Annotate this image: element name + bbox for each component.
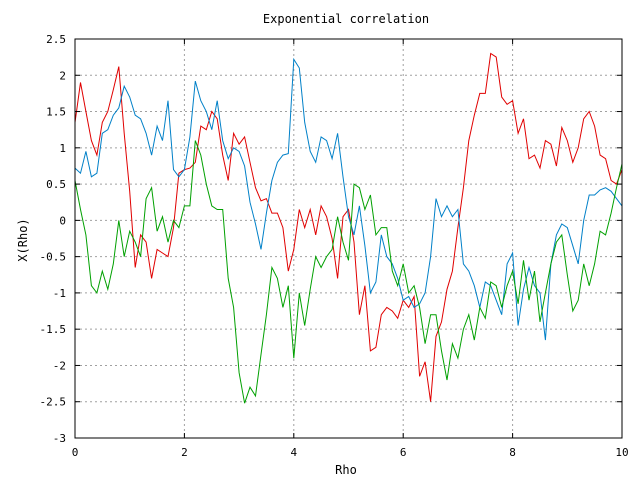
x-tick-label: 0 [72,446,79,459]
y-tick-label: -2.5 [40,396,67,409]
y-tick-label: -2 [53,359,66,372]
y-tick-label: 1 [59,142,66,155]
x-tick-label: 2 [181,446,188,459]
y-tick-label: 1.5 [46,106,66,119]
x-tick-label: 6 [400,446,407,459]
plot-frame [74,38,623,439]
series-line-2 [74,57,623,341]
y-tick-label: 0 [59,214,66,227]
x-axis-label: Rho [335,463,357,477]
y-tick-label: -1 [53,287,66,300]
x-tick-label: 4 [290,446,297,459]
x-tick-label: 10 [615,446,628,459]
grid-lines [75,39,622,438]
y-tick-label: -3 [53,432,66,445]
series-lines [74,52,623,404]
axis-ticks: 0 2 4 6 8 10 -3 -2.5 -2 -1.5 -1 -0.5 0 0.5 1 1.5 2 2.5 [40,33,629,459]
y-axis-label: X(Rho) [16,218,30,261]
y-tick-label: 2.5 [46,33,66,46]
series-line-1 [74,52,623,402]
y-tick-label: 0.5 [46,178,66,191]
x-tick-label: 8 [509,446,516,459]
y-tick-label: -1.5 [40,323,67,336]
y-tick-label: 2 [59,69,66,82]
y-tick-label: -0.5 [40,251,67,264]
chart-title: Exponential correlation [263,12,429,26]
series-line-3 [74,140,623,404]
